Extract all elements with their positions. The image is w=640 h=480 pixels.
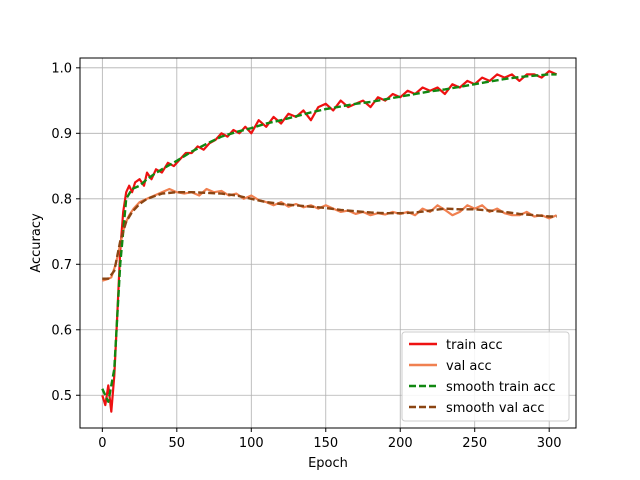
x-tick-label: 200 (388, 436, 413, 451)
x-tick-label: 300 (537, 436, 562, 451)
series-layer (101, 69, 558, 413)
legend-box (401, 331, 570, 422)
y-tick-label: 1.0 (51, 61, 72, 76)
y-axis-label: Accuracy (29, 213, 44, 273)
x-tick-label: 0 (98, 436, 106, 451)
y-tick-label: 0.6 (51, 323, 72, 338)
y-tick-label: 0.8 (51, 192, 72, 207)
x-axis-ticks: 0 50 100 150 200 250 300 (98, 428, 562, 451)
train-acc-line (101, 69, 558, 413)
legend-val-acc-label: val acc (446, 359, 492, 374)
x-axis-label: Epoch (308, 456, 348, 471)
legend-smooth-val-acc-label: smooth val acc (446, 401, 544, 416)
x-tick-label: 250 (462, 436, 487, 451)
smooth-val-acc-line (102, 190, 557, 280)
legend-train-acc-label: train acc (446, 338, 503, 353)
x-tick-label: 100 (239, 436, 264, 451)
y-tick-label: 0.5 (51, 389, 72, 404)
plot-frame (79, 57, 577, 429)
x-tick-label: 50 (169, 436, 186, 451)
legend: train acc val acc smooth train acc smoot… (401, 331, 570, 422)
y-tick-label: 0.9 (51, 127, 72, 142)
smooth-train-acc-line (101, 73, 557, 403)
legend-smooth-train-acc-label: smooth train acc (446, 380, 555, 395)
y-tick-label: 0.7 (51, 258, 72, 273)
x-tick-label: 150 (313, 436, 338, 451)
y-axis-ticks: 0.5 0.6 0.7 0.8 0.9 1.0 (51, 61, 80, 404)
